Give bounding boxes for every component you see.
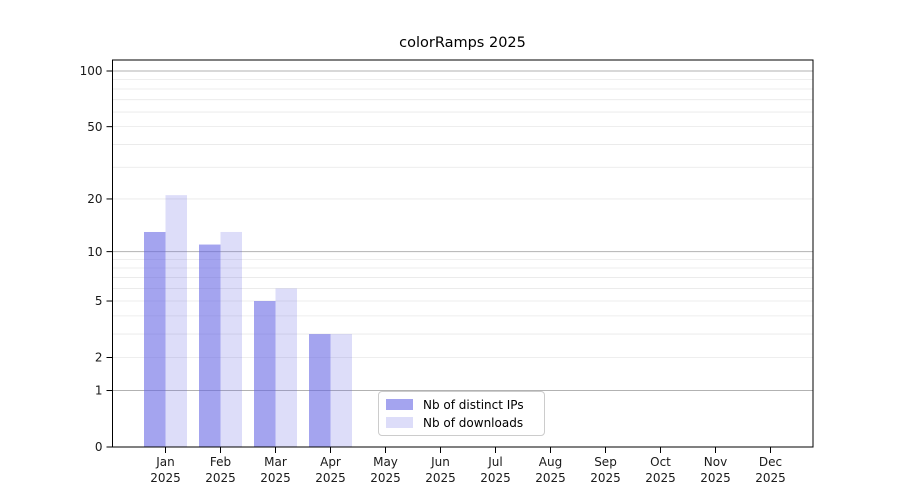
bar-nb-of-distinct-ips-mar [254,301,276,447]
bar-nb-of-distinct-ips-apr [309,334,331,447]
x-tick-label-jul: Jul 2025 [480,455,511,485]
legend-item-distinct-ips: Nb of distinct IPs [386,398,537,412]
y-tick-label: 0 [95,440,103,454]
y-tick-label: 10 [87,245,102,259]
bar-nb-of-downloads-jan [165,195,187,447]
y-tick-label: 1 [95,384,103,398]
x-tick-label-sep: Sep 2025 [590,455,621,485]
bar-nb-of-distinct-ips-jan [144,231,166,447]
x-tick-label-nov: Nov 2025 [700,455,731,485]
legend-label-distinct-ips: Nb of distinct IPs [423,397,524,412]
x-tick-label-may: May 2025 [370,455,401,485]
bar-nb-of-distinct-ips-feb [199,244,221,447]
x-tick-label-jun: Jun 2025 [425,455,456,485]
bar-nb-of-downloads-mar [275,288,297,447]
x-tick-label-oct: Oct 2025 [645,455,676,485]
x-tick-label-jan: Jan 2025 [150,455,181,485]
plot-border [112,59,814,448]
x-tick-label-dec: Dec 2025 [755,455,786,485]
chart-title: colorRamps 2025 [399,35,526,51]
bar-nb-of-downloads-feb [220,231,242,447]
x-tick-label-apr: Apr 2025 [315,455,346,485]
x-tick-label-aug: Aug 2025 [535,455,566,485]
legend-swatch-distinct-ips [386,399,413,410]
x-tick-label-mar: Mar 2025 [260,455,291,485]
bar-nb-of-downloads-apr [330,334,352,447]
x-tick-label-feb: Feb 2025 [205,455,236,485]
legend-swatch-downloads [386,417,413,428]
legend-label-downloads: Nb of downloads [423,415,524,430]
y-tick-label: 100 [80,64,103,78]
y-tick-label: 50 [87,120,102,134]
legend: Nb of distinct IPs Nb of downloads [378,391,545,436]
y-tick-label: 20 [87,192,102,206]
legend-item-downloads: Nb of downloads [386,416,537,430]
y-tick-label: 5 [95,294,103,308]
y-tick-label: 2 [95,351,103,365]
